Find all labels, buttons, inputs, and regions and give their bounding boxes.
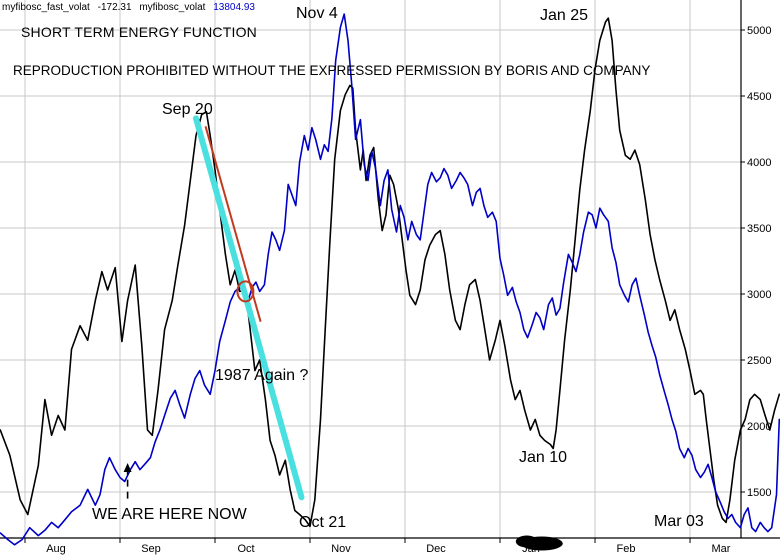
trendline-cyan <box>193 115 305 501</box>
annotation-oct-21: Oct 21 <box>299 514 347 531</box>
redaction-blob <box>515 535 538 548</box>
annotation-we-are-here: WE ARE HERE NOW <box>92 506 247 523</box>
y-axis-label: 4500 <box>747 91 771 103</box>
y-axis-label: 2000 <box>747 421 771 433</box>
y-axis-label: 1500 <box>747 487 771 499</box>
x-axis-label: Sep <box>141 543 161 555</box>
x-axis-label: Nov <box>331 543 351 555</box>
annotation-nov-4: Nov 4 <box>296 5 338 22</box>
series-line-myfibosc_fast_volat <box>0 17 780 528</box>
x-axis-label: Dec <box>426 543 446 555</box>
copyright-notice: REPRODUCTION PROHIBITED WITHOUT THE EXPR… <box>13 63 651 78</box>
x-axis-label: Oct <box>237 543 254 555</box>
indicator-name: myfibosc_volat <box>139 2 206 13</box>
y-axis-label: 4000 <box>747 157 771 169</box>
annotation-sep-20: Sep 20 <box>162 101 213 118</box>
x-axis-label: Mar <box>712 543 731 555</box>
y-axis-label: 5000 <box>747 25 771 37</box>
annotation-1987-again: 1987 Again ? <box>215 367 309 384</box>
annotation-jan-10: Jan 10 <box>519 449 568 466</box>
x-axis-label: Aug <box>46 543 66 555</box>
trendline-red-underlay <box>204 126 262 322</box>
here-arrowhead <box>123 463 132 472</box>
chart-title: SHORT TERM ENERGY FUNCTION <box>21 24 257 40</box>
indicator-fast-name: myfibosc_fast_volat <box>2 2 90 13</box>
annotation-mar-03: Mar 03 <box>654 513 704 530</box>
y-axis-label: 3000 <box>747 289 771 301</box>
indicator-value: 13804.93 <box>213 2 255 13</box>
series-line-myfibosc_volat <box>0 13 780 546</box>
indicator-fast-value: -172.31 <box>97 2 132 13</box>
y-axis-label: 3500 <box>747 223 771 235</box>
highlight-circle <box>236 280 255 303</box>
x-axis-label: Feb <box>617 543 636 555</box>
annotation-jan-25-peak: Jan 25 <box>540 7 589 24</box>
indicator-readout: myfibosc_fast_volat -172.31 myfibosc_vol… <box>2 2 260 13</box>
y-axis-label: 2500 <box>747 355 771 367</box>
